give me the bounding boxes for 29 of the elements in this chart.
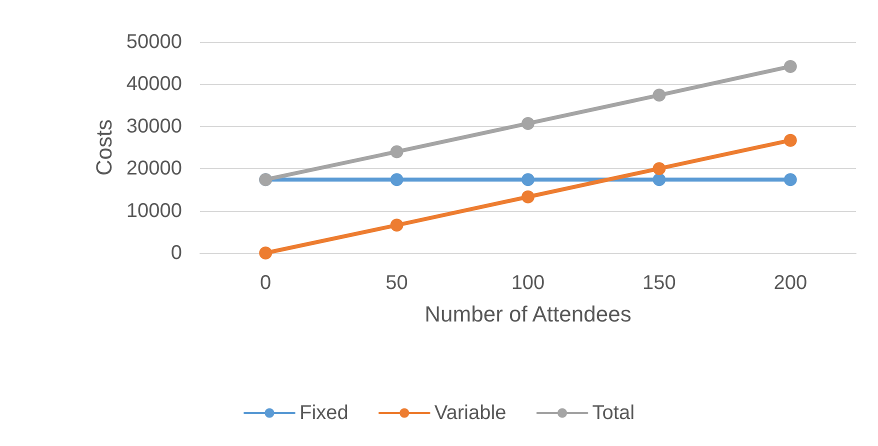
point (259, 246, 272, 260)
point (522, 116, 534, 130)
y-axis-title: Costs (92, 119, 116, 176)
point (784, 60, 797, 73)
y-tick-label: 20000 (126, 158, 182, 180)
legend-label: Fixed (299, 402, 348, 424)
point (652, 88, 666, 102)
y-tick-label: 10000 (126, 200, 182, 222)
point (784, 134, 797, 147)
point (784, 173, 797, 186)
point (652, 173, 666, 186)
x-axis-title: Number of Attendees (424, 302, 632, 326)
x-tick-label: 0 (260, 272, 272, 294)
point (390, 145, 404, 158)
point (390, 218, 404, 232)
legend-label: Total (592, 402, 635, 424)
point (522, 190, 534, 204)
y-tick-label: 0 (170, 242, 182, 264)
point (390, 173, 404, 186)
x-tick-label: 200 (774, 272, 808, 294)
y-tick-label: 40000 (126, 73, 182, 96)
legend-label: Variable (434, 402, 506, 424)
x-tick-label: 150 (642, 272, 676, 294)
point (522, 173, 534, 186)
y-tick-label: 50000 (126, 31, 182, 53)
x-tick-label: 100 (511, 272, 545, 294)
x-tick-label: 50 (386, 272, 408, 294)
y-tick-label: 30000 (126, 115, 182, 138)
point (652, 162, 666, 176)
